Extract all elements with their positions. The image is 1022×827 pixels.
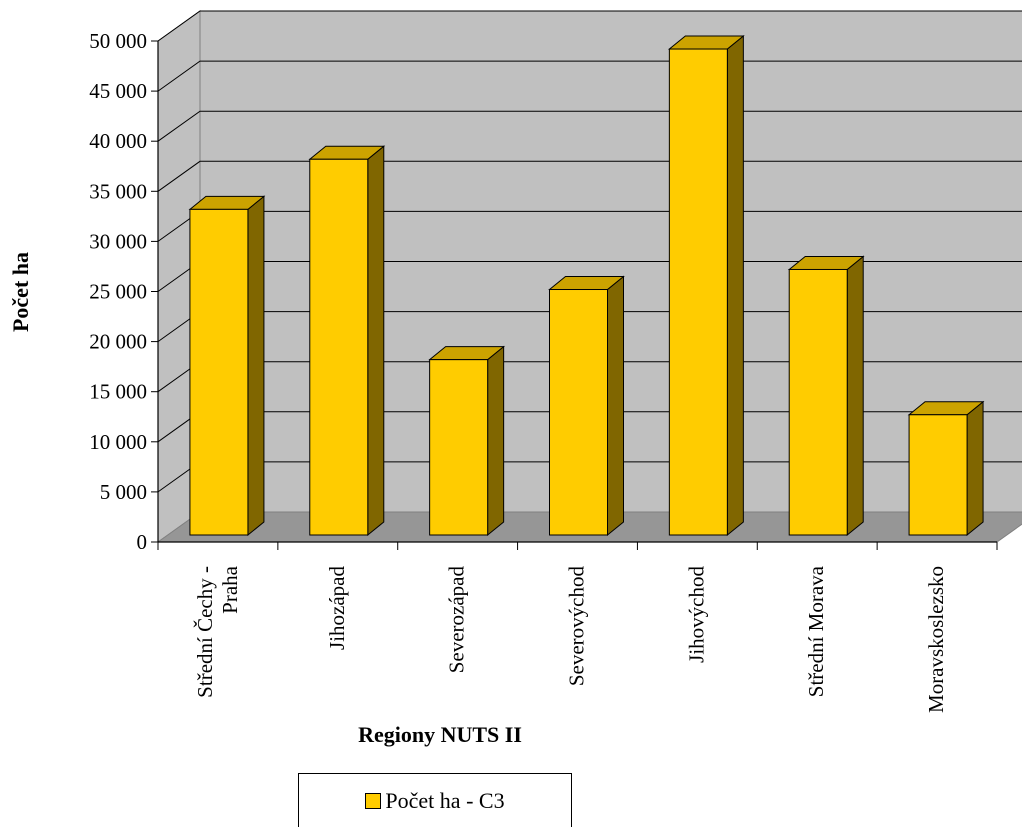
y-tick-labels: 0 5 000 10 000 15 000 20 000 25 000 30 000 35 0… xyxy=(89,29,147,554)
x-tick-label: Střední Čechy -Praha xyxy=(193,565,242,697)
y-tick-label: 10 000 xyxy=(89,430,147,454)
legend: Počet ha - C3 xyxy=(298,773,572,827)
bar-side xyxy=(367,145,385,537)
bar xyxy=(189,208,249,536)
x-tick-label: Jihozápad xyxy=(325,566,349,650)
y-tick-label: 0 xyxy=(137,530,148,554)
bar-side xyxy=(966,400,984,537)
bar xyxy=(788,268,848,536)
y-tick-label: 5 000 xyxy=(100,480,147,504)
bar-side xyxy=(846,255,864,537)
x-tick-labels: Střední Čechy -Praha Jihozápad Severozápad… xyxy=(193,565,948,713)
legend-label: Počet ha - C3 xyxy=(385,787,505,813)
bar xyxy=(429,359,489,536)
bar-side xyxy=(607,275,624,537)
gridline xyxy=(157,110,1022,142)
y-tick-label: 45 000 xyxy=(89,79,147,103)
bars xyxy=(188,34,985,537)
gridline xyxy=(157,60,1022,92)
bar-side xyxy=(726,34,744,537)
bar xyxy=(309,158,369,536)
gridline xyxy=(157,10,1022,42)
axes xyxy=(151,40,998,550)
x-axis-title: Regiony NUTS II xyxy=(358,722,522,747)
x-tick-label: Střední Morava xyxy=(804,565,828,697)
y-tick-label: 35 000 xyxy=(89,179,147,203)
bar xyxy=(908,414,968,536)
legend-swatch xyxy=(365,792,382,809)
bar xyxy=(668,48,728,536)
y-tick-label: 30 000 xyxy=(89,229,147,253)
y-axis-title: Počet ha xyxy=(8,252,33,332)
x-tick-label: Moravskoslezsko xyxy=(924,566,948,713)
bar-side xyxy=(247,195,265,537)
bar xyxy=(549,289,608,536)
y-tick-label: 20 000 xyxy=(89,330,147,354)
y-tick-label: 25 000 xyxy=(89,280,147,304)
y-tick-label: 40 000 xyxy=(89,129,147,153)
bar-side xyxy=(487,345,505,537)
y-tick-label: 50 000 xyxy=(89,29,147,53)
x-tick-label: Jihovýchod xyxy=(684,566,708,663)
x-tick-label: Severozápad xyxy=(445,566,469,674)
x-tick-label: Severovýchod xyxy=(565,566,589,687)
gridline xyxy=(157,160,1022,192)
y-tick-label: 15 000 xyxy=(89,380,147,404)
